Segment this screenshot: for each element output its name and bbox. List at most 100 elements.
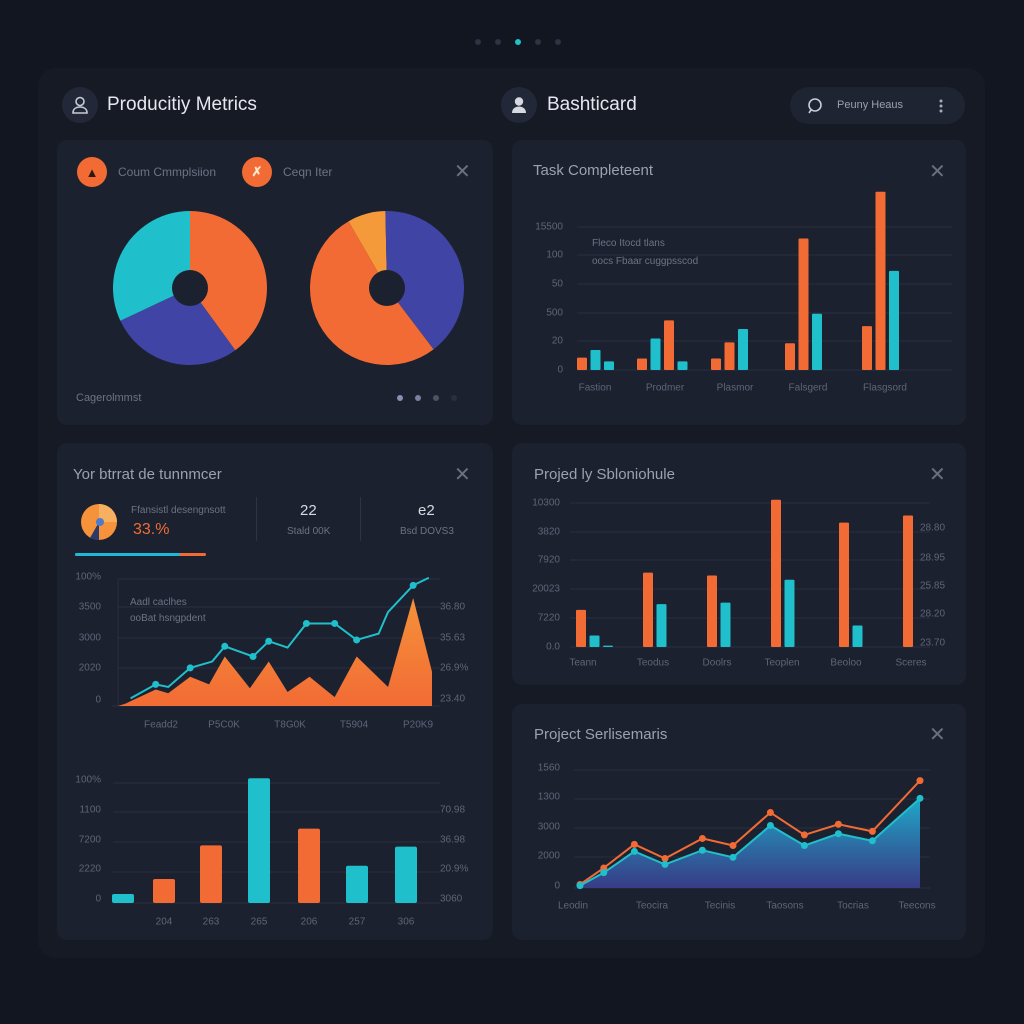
kpi-mini-pie-icon — [81, 504, 117, 541]
page-dot[interactable] — [495, 39, 501, 45]
y-tick-label: 3500 — [78, 601, 101, 613]
chart-annotation: oocs Fbaar cuggpsscod — [592, 256, 699, 267]
y-tick-label: 100% — [75, 774, 101, 786]
close-icon[interactable]: ✕ — [929, 161, 946, 183]
x-tick-label: Teann — [569, 657, 597, 669]
x-tick-label: P20K9 — [402, 719, 434, 731]
x-tick-label: Sceres — [895, 657, 927, 669]
x-tick-label: Teecons — [898, 900, 936, 912]
tab-counter[interactable]: Ceqn Iter — [283, 165, 333, 179]
tab-completion[interactable]: Coum Cmmplsiion — [118, 165, 217, 179]
y-tick-label: 7920 — [537, 554, 560, 566]
y-tick-label: 0 — [95, 694, 101, 706]
completion-pie-card — [57, 140, 493, 425]
x-tick-label: 265 — [250, 916, 268, 928]
card-title: Project Serlisemaris — [534, 726, 668, 743]
x-tick-label: Teoplen — [764, 657, 800, 669]
search-label: Peuny Heaus — [837, 99, 904, 111]
user-outline-icon — [72, 96, 88, 114]
y-tick-label: 2000 — [537, 850, 560, 862]
kebab-menu-icon[interactable] — [938, 98, 944, 114]
y-tick-label: 100% — [75, 571, 101, 583]
chart-annotation: Fleco Itocd tlans — [592, 238, 665, 249]
carousel-dot[interactable] — [451, 395, 457, 401]
y-tick-label: 1100 — [79, 804, 101, 816]
x-tick-label: 206 — [300, 916, 318, 928]
kpi-label: Ffansistl desengnsott — [131, 505, 226, 516]
y-tick-label: 1560 — [537, 762, 560, 774]
x-tick-label: Leodin — [557, 900, 589, 912]
x-tick-label: Flasgsord — [863, 382, 907, 394]
x-tick-label: 306 — [397, 916, 415, 928]
x-tick-label: Tocrias — [837, 900, 869, 912]
card-title: Task Completeent — [533, 162, 654, 179]
y-tick-label: 3000 — [537, 821, 560, 833]
page-indicator[interactable] — [475, 39, 561, 45]
y-tick-label: 3000 — [78, 632, 101, 644]
profile-avatar[interactable] — [501, 87, 537, 123]
x-tick-label: Fastion — [578, 382, 612, 394]
page-dot[interactable] — [535, 39, 541, 45]
tab-icon-chart[interactable]: ▲ — [77, 157, 107, 187]
divider — [256, 497, 257, 541]
x-tick-label: Falsgerd — [788, 382, 828, 394]
carousel-dot[interactable] — [415, 395, 421, 401]
stat-value: e2 — [418, 502, 435, 519]
tool-icon: ✗ — [251, 164, 263, 179]
y-tick-label: 20023 — [532, 583, 560, 595]
y2-tick-label: 36.98 — [440, 834, 466, 846]
y2-tick-label: 28.95 — [920, 552, 946, 564]
y-tick-label: 2220 — [78, 863, 101, 875]
y-tick-label: 500 — [546, 307, 563, 319]
close-icon[interactable]: ✕ — [454, 161, 471, 183]
page-title: Producitiy Metrics — [107, 94, 257, 115]
close-icon[interactable]: ✕ — [929, 464, 946, 486]
stat-value: 22 — [300, 502, 317, 519]
close-icon[interactable]: ✕ — [454, 464, 471, 486]
x-tick-label: 257 — [348, 916, 366, 928]
page-dot[interactable] — [515, 39, 521, 45]
carousel-dot[interactable] — [397, 395, 403, 401]
y-tick-label: 7220 — [537, 612, 560, 624]
x-tick-label: Prodmer — [645, 382, 685, 394]
card-title: Projed ly Sbloniohule — [534, 466, 675, 483]
card-title: Yor btrrat de tunnmcer — [73, 466, 222, 483]
x-tick-label: Tecinis — [704, 900, 736, 912]
y2-tick-label: 35.63 — [440, 632, 466, 644]
y-tick-label: 10300 — [532, 497, 560, 509]
kpi-value: 33.% — [133, 521, 170, 538]
y2-tick-label: 70.98 — [440, 804, 466, 816]
x-tick-label: Feadd2 — [144, 719, 178, 731]
divider — [360, 497, 361, 541]
page-dot[interactable] — [555, 39, 561, 45]
carousel-dots[interactable] — [397, 395, 457, 401]
tab-icon-tool[interactable]: ✗ — [242, 157, 272, 187]
page-dot[interactable] — [475, 39, 481, 45]
x-tick-label: Taosons — [766, 900, 804, 912]
progress-fill — [75, 553, 180, 556]
y-tick-label: 20 — [551, 335, 563, 347]
y-tick-label: 1300 — [537, 791, 560, 803]
x-tick-label: Teodus — [636, 657, 670, 669]
y2-tick-label: 3060 — [440, 893, 463, 905]
dashboard-title: Bashticard — [547, 94, 637, 115]
carousel-dot[interactable] — [433, 395, 439, 401]
chart-icon: ▲ — [85, 164, 99, 180]
project-schedule-card — [512, 443, 966, 685]
y-tick-label: 0 — [95, 893, 101, 905]
y-tick-label: 3820 — [537, 526, 560, 538]
y2-tick-label: 26.9% — [440, 662, 469, 674]
y-tick-label: 0 — [557, 364, 563, 376]
chart-annotation: ooBat hsngpdent — [130, 613, 206, 624]
x-tick-label: T8G0K — [274, 719, 306, 731]
x-tick-label: T5904 — [339, 719, 369, 731]
close-icon[interactable]: ✕ — [929, 724, 946, 746]
user-avatar[interactable] — [62, 87, 98, 123]
y2-tick-label: 36.80 — [440, 601, 466, 613]
x-tick-label: 263 — [202, 916, 220, 928]
y2-tick-label: 23.70 — [920, 637, 946, 649]
search-bar[interactable]: Peuny Heaus — [790, 87, 965, 124]
y2-tick-label: 25.85 — [920, 580, 946, 592]
y2-tick-label: 28.80 — [920, 522, 946, 534]
user-filled-icon — [512, 97, 526, 113]
